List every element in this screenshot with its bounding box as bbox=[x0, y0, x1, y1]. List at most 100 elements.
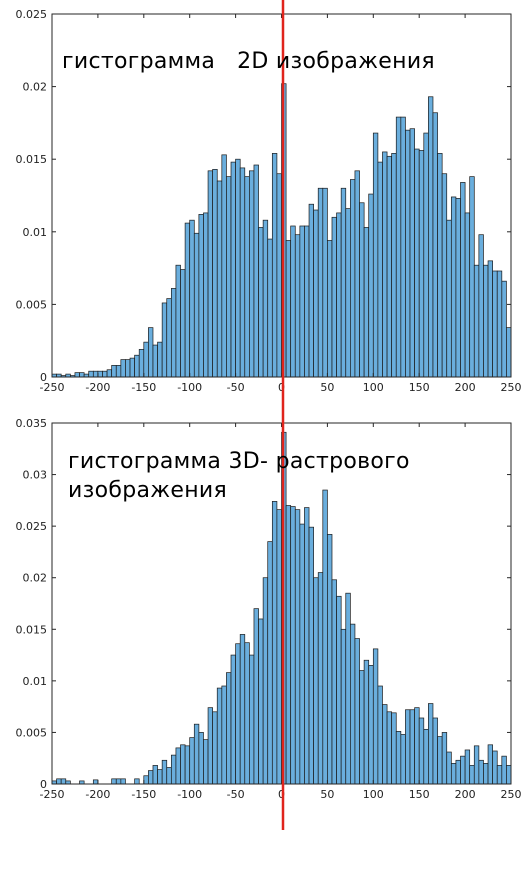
histogram-bar bbox=[285, 505, 292, 785]
histogram-bar bbox=[271, 501, 278, 785]
histogram-bar bbox=[473, 745, 480, 785]
histogram-bar bbox=[193, 723, 200, 785]
histogram-bar bbox=[405, 709, 411, 785]
x-tick-label: -150 bbox=[131, 381, 156, 394]
histogram-bar bbox=[262, 577, 269, 785]
histogram-3d-raster-image: -250 -200 -150 -100 -50 0 50 100 150 200 250 0 0.005… bbox=[16, 417, 522, 801]
histogram-bar bbox=[216, 687, 223, 785]
x-tick-label: 100 bbox=[363, 381, 384, 394]
histogram-bar bbox=[198, 214, 204, 378]
histogram-bar bbox=[506, 765, 512, 785]
histogram-bar bbox=[391, 712, 397, 785]
histogram-bar bbox=[115, 778, 122, 785]
histogram-bar bbox=[175, 747, 181, 785]
histogram-bar bbox=[271, 153, 278, 378]
histogram-bar bbox=[249, 170, 255, 378]
histogram-bar bbox=[244, 642, 250, 785]
histogram-bar bbox=[157, 769, 163, 785]
histogram-bar bbox=[152, 765, 158, 785]
y-tick-label: 0.02 bbox=[23, 81, 48, 94]
histogram-bar bbox=[464, 749, 471, 785]
histogram-bar bbox=[308, 526, 314, 785]
histogram-bar bbox=[450, 763, 457, 785]
histogram-bar bbox=[230, 161, 236, 378]
x-tick-label: -100 bbox=[177, 788, 202, 801]
histogram-bar bbox=[501, 755, 507, 785]
histogram-bar bbox=[432, 112, 438, 378]
y-tick-label: 0.02 bbox=[23, 572, 48, 585]
histogram-bar bbox=[198, 732, 204, 785]
histogram-bar bbox=[469, 765, 475, 785]
histogram-bar bbox=[483, 264, 489, 378]
histogram-bar bbox=[304, 507, 310, 785]
histogram-bar bbox=[418, 150, 425, 378]
histogram-bar bbox=[152, 344, 158, 378]
histogram-bar bbox=[377, 685, 383, 785]
x-tick-label: -50 bbox=[227, 788, 245, 801]
histogram-bar bbox=[290, 506, 296, 785]
histogram-bar bbox=[478, 759, 484, 785]
histogram-bar bbox=[216, 180, 223, 378]
histogram-bar bbox=[409, 128, 415, 378]
histogram-bar bbox=[161, 759, 168, 785]
histogram-bar bbox=[258, 618, 264, 785]
histogram-bar bbox=[184, 745, 191, 785]
histogram-bar bbox=[487, 744, 493, 785]
histogram-bar bbox=[327, 534, 333, 785]
histogram-bar bbox=[418, 717, 425, 785]
histogram-bar bbox=[148, 770, 154, 785]
histogram-bar bbox=[423, 132, 429, 378]
histogram-bar bbox=[400, 116, 406, 378]
histogram-bar bbox=[235, 643, 241, 785]
x-tick-label: -200 bbox=[85, 788, 110, 801]
histogram-bar bbox=[189, 219, 195, 378]
histogram-bar bbox=[212, 711, 218, 785]
histogram-bar bbox=[450, 196, 457, 378]
histogram-bar bbox=[327, 240, 333, 378]
histogram-bar bbox=[359, 202, 365, 378]
histogram-bar bbox=[313, 209, 319, 378]
histogram-bar bbox=[317, 187, 324, 378]
histogram-bar bbox=[299, 225, 305, 378]
histogram-bar bbox=[350, 623, 356, 785]
histogram-bar bbox=[203, 212, 209, 378]
y-tick-label: 0.035 bbox=[16, 417, 48, 430]
histogram-bar bbox=[235, 158, 241, 378]
histogram-bar bbox=[97, 370, 103, 378]
histogram-bar bbox=[386, 711, 393, 785]
x-tick-label: -200 bbox=[85, 381, 110, 394]
histogram-bar bbox=[249, 654, 255, 785]
y-tick-label: 0.005 bbox=[16, 726, 48, 739]
annotation-line: гистограмма 2D изображения bbox=[62, 49, 435, 74]
histogram-bar bbox=[294, 234, 301, 378]
x-tick-label: -50 bbox=[227, 381, 245, 394]
histogram-bar bbox=[354, 170, 360, 378]
histogram-bar bbox=[395, 116, 402, 378]
histogram-bar bbox=[258, 227, 264, 378]
histogram-bar bbox=[276, 509, 282, 785]
histogram-bar bbox=[423, 728, 429, 785]
histogram-bar bbox=[120, 778, 126, 785]
histogram-bar bbox=[221, 154, 227, 378]
histogram-bar bbox=[157, 341, 163, 378]
y-tick-label: 0 bbox=[40, 371, 47, 384]
x-tick-label: -250 bbox=[40, 788, 65, 801]
histogram-bar bbox=[212, 169, 218, 378]
histogram-bar bbox=[170, 754, 177, 785]
histogram-bar bbox=[492, 750, 498, 785]
x-tick-label: 50 bbox=[320, 381, 334, 394]
chart-annotation-3d: гистограмма 3D- растрового изображения bbox=[68, 448, 410, 505]
histogram-bar bbox=[460, 182, 466, 378]
histogram-bar bbox=[428, 703, 434, 785]
histogram-bar bbox=[207, 170, 213, 378]
histogram-bar bbox=[340, 628, 347, 785]
histogram-bar bbox=[386, 155, 393, 378]
histogram-bar bbox=[138, 349, 145, 378]
histogram-bar bbox=[262, 219, 269, 378]
histogram-bar bbox=[129, 357, 135, 378]
histogram-bar bbox=[432, 717, 438, 785]
histogram-bar bbox=[359, 670, 365, 785]
histogram-bar bbox=[143, 341, 149, 378]
histogram-bar bbox=[336, 212, 342, 378]
